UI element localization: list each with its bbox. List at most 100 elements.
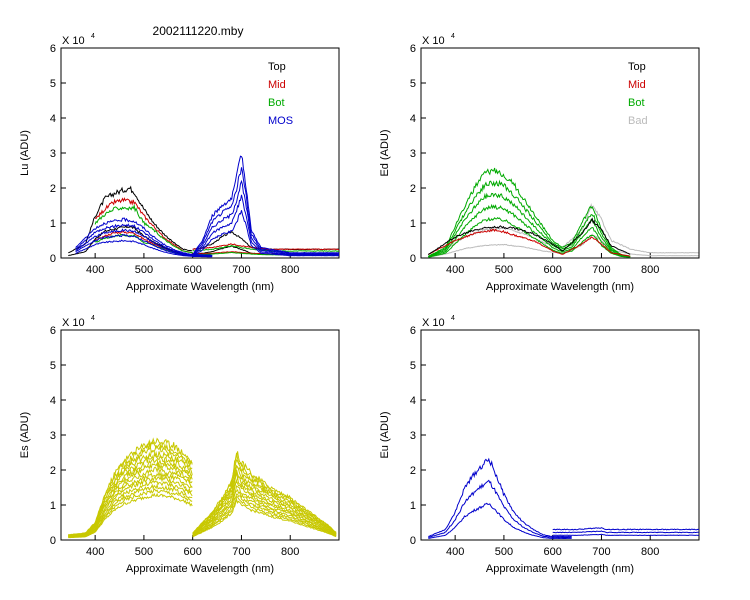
legend-entry-bad: Bad bbox=[628, 115, 648, 127]
series-line-bot bbox=[428, 203, 631, 258]
series-line-mos bbox=[192, 155, 340, 255]
y-tick-label: 4 bbox=[410, 395, 416, 407]
y-tick-label: 5 bbox=[50, 360, 56, 372]
series-line-top bbox=[68, 224, 193, 257]
y-tick-label: 5 bbox=[410, 78, 416, 90]
series-line-mos bbox=[75, 228, 213, 257]
panel-3: 0 1 2 3 4 5 6 400 500 600 700 800 Approximate Wavele… bbox=[19, 315, 340, 575]
legend-entry-mid: Mid bbox=[268, 79, 286, 91]
y-tick-label: 1 bbox=[410, 218, 416, 230]
series-line-mos bbox=[192, 167, 339, 256]
y-tick-label: 5 bbox=[410, 360, 416, 372]
series-line-mos bbox=[75, 217, 213, 256]
series-line-es bbox=[68, 437, 193, 536]
series-line-mos bbox=[75, 234, 213, 257]
y-tick-label: 0 bbox=[50, 253, 56, 265]
x-tick-label: 500 bbox=[495, 546, 513, 558]
x-tick-label: 800 bbox=[641, 264, 659, 276]
series-line-es bbox=[192, 475, 337, 536]
y-tick-label: 6 bbox=[50, 43, 56, 55]
x-tick-label: 700 bbox=[232, 546, 250, 558]
series-line-bot bbox=[428, 192, 631, 258]
panel-1: 0 1 2 3 4 5 6 400 500 600 700 800 Approximate Wavele… bbox=[19, 33, 340, 293]
x-tick-label: 600 bbox=[184, 546, 202, 558]
y-tick-label: 6 bbox=[50, 325, 56, 337]
series-line-eu bbox=[428, 457, 572, 538]
legend-entry-mid: Mid bbox=[628, 79, 646, 91]
axis-multiplier-exponent: 4 bbox=[91, 315, 95, 322]
legend-entry-bot: Bot bbox=[628, 97, 645, 109]
series-line-es bbox=[192, 451, 337, 534]
x-tick-label: 600 bbox=[544, 264, 562, 276]
y-tick-label: 1 bbox=[50, 218, 56, 230]
legend-entry-top: Top bbox=[268, 61, 286, 73]
y-tick-label: 2 bbox=[410, 183, 416, 195]
x-axis-label: Approximate Wavelength (nm) bbox=[486, 281, 634, 293]
y-tick-label: 0 bbox=[50, 535, 56, 547]
y-axis-label: Lu (ADU) bbox=[19, 130, 31, 176]
y-tick-label: 4 bbox=[50, 395, 56, 407]
series-line-mos bbox=[192, 179, 340, 256]
series-line-bot bbox=[428, 179, 631, 257]
x-tick-label: 800 bbox=[641, 546, 659, 558]
series-line-bot bbox=[94, 203, 193, 254]
series-line-eu bbox=[552, 527, 700, 531]
plot-frame bbox=[420, 329, 700, 541]
series-line-bot bbox=[192, 244, 340, 252]
x-tick-label: 700 bbox=[592, 264, 610, 276]
axis-multiplier-exponent: 4 bbox=[451, 315, 455, 322]
axis-multiplier-exponent: 4 bbox=[451, 33, 455, 40]
series-line-es bbox=[192, 493, 337, 537]
legend-entry-top: Top bbox=[628, 61, 646, 73]
series-line-es bbox=[192, 485, 337, 537]
y-tick-label: 6 bbox=[410, 43, 416, 55]
series-line-mos bbox=[192, 194, 340, 257]
series-line-eu bbox=[552, 530, 699, 534]
series-line-bot bbox=[428, 216, 631, 258]
x-axis-label: Approximate Wavelength (nm) bbox=[126, 281, 274, 293]
plot-frame bbox=[60, 47, 340, 259]
x-tick-label: 400 bbox=[86, 546, 104, 558]
x-tick-label: 400 bbox=[446, 546, 464, 558]
series-line-mid bbox=[428, 228, 631, 257]
y-tick-label: 4 bbox=[50, 113, 56, 125]
x-tick-label: 500 bbox=[135, 546, 153, 558]
x-tick-label: 600 bbox=[184, 264, 202, 276]
y-tick-label: 3 bbox=[50, 430, 56, 442]
axis-multiplier: X 10 bbox=[62, 35, 85, 47]
series-line-es bbox=[192, 469, 337, 535]
y-tick-label: 2 bbox=[50, 465, 56, 477]
y-tick-label: 1 bbox=[410, 500, 416, 512]
x-tick-label: 700 bbox=[232, 264, 250, 276]
y-tick-label: 3 bbox=[410, 430, 416, 442]
figure-title: 2002111220.mby bbox=[153, 24, 244, 38]
x-tick-label: 800 bbox=[281, 546, 299, 558]
axis-multiplier: X 10 bbox=[422, 35, 445, 47]
x-axis-label: Approximate Wavelength (nm) bbox=[486, 563, 634, 575]
x-tick-label: 500 bbox=[135, 264, 153, 276]
legend-entry-bot: Bot bbox=[268, 97, 285, 109]
x-axis-label: Approximate Wavelength (nm) bbox=[126, 563, 274, 575]
y-tick-label: 1 bbox=[50, 500, 56, 512]
y-tick-label: 2 bbox=[50, 183, 56, 195]
series-line-eu bbox=[428, 479, 572, 539]
series-line-mos bbox=[192, 210, 339, 257]
y-axis-label: Eu (ADU) bbox=[379, 411, 391, 458]
x-tick-label: 400 bbox=[446, 264, 464, 276]
x-tick-label: 800 bbox=[281, 264, 299, 276]
y-tick-label: 3 bbox=[410, 148, 416, 160]
y-tick-label: 4 bbox=[410, 113, 416, 125]
legend-entry-mos: MOS bbox=[268, 115, 293, 127]
series-line-eu bbox=[428, 502, 572, 540]
plot-frame bbox=[420, 47, 700, 259]
y-tick-label: 6 bbox=[410, 325, 416, 337]
y-axis-label: Es (ADU) bbox=[19, 412, 31, 458]
y-tick-label: 0 bbox=[410, 253, 416, 265]
y-tick-label: 5 bbox=[50, 78, 56, 90]
x-tick-label: 500 bbox=[495, 264, 513, 276]
y-axis-label: Ed (ADU) bbox=[379, 129, 391, 176]
y-tick-label: 3 bbox=[50, 148, 56, 160]
series-line-mid bbox=[94, 197, 193, 254]
series-line-eu bbox=[552, 533, 700, 537]
